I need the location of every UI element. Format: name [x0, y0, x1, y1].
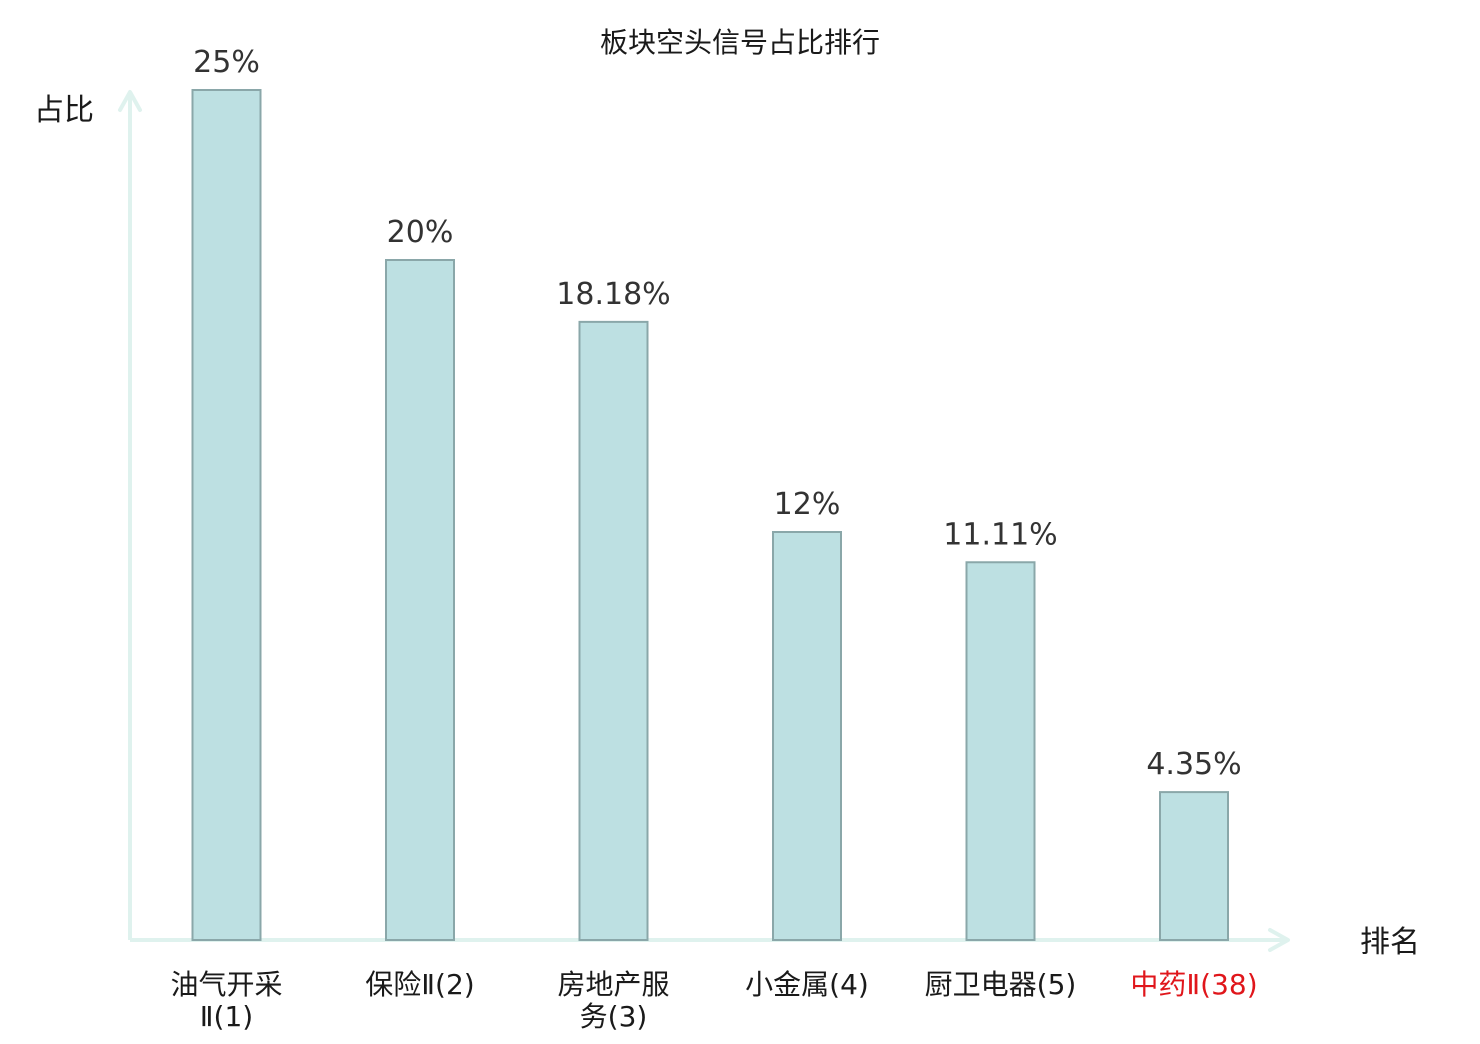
category-label-line: 厨卫电器(5) [925, 968, 1077, 1001]
category-label-line: 务(3) [580, 1000, 648, 1033]
value-label: 4.35% [1146, 747, 1241, 782]
category-label: 房地产服务(3) [557, 968, 669, 1033]
category-label-line: 小金属(4) [745, 968, 869, 1001]
x-axis-arrow [1268, 928, 1290, 952]
category-label-line: Ⅱ(1) [200, 1000, 253, 1033]
axes [118, 90, 1290, 952]
bar [385, 259, 455, 941]
bars [191, 89, 1229, 941]
chart-title: 板块空头信号占比排行 [600, 26, 880, 59]
value-label: 18.18% [556, 277, 670, 312]
category-label-line: 中药Ⅱ(38) [1130, 968, 1257, 1001]
y-axis-label: 占比 [34, 93, 94, 128]
bar [578, 320, 649, 941]
category-labels: 油气开采 Ⅱ(1) 保险Ⅱ(2) 房地产服务(3) 小金属(4) 厨卫电器(5) 中药Ⅱ(3… [170, 968, 1257, 1033]
category-label: 中药Ⅱ(38) [1130, 968, 1257, 1001]
bar [1159, 791, 1229, 941]
x-axis-label: 排名 [1360, 925, 1420, 960]
category-label-line: 房地产服 [557, 968, 669, 1001]
value-labels: 25% 20% 18.18% 12% 11.11% 4.35% [193, 45, 1242, 782]
bar [965, 561, 1036, 941]
value-label: 25% [193, 45, 260, 80]
category-label-line: 油气开采 [170, 968, 282, 1001]
value-label: 20% [387, 215, 454, 250]
value-label: 12% [774, 487, 841, 522]
category-label-line: 保险Ⅱ(2) [365, 968, 474, 1001]
value-label: 11.11% [943, 517, 1057, 552]
bar [772, 531, 842, 941]
category-label: 油气开采 Ⅱ(1) [170, 968, 282, 1033]
category-label: 小金属(4) [745, 968, 869, 1001]
category-label: 保险Ⅱ(2) [365, 968, 474, 1001]
bar [191, 89, 262, 941]
y-axis-arrow [118, 90, 142, 112]
category-label: 厨卫电器(5) [925, 968, 1077, 1001]
